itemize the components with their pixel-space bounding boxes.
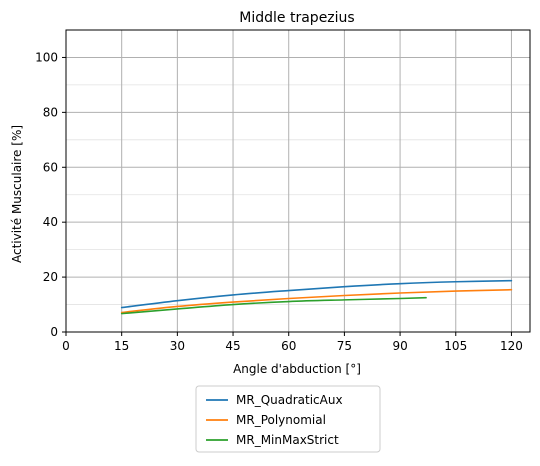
- x-tick-label: 75: [337, 339, 352, 353]
- legend-label: MR_MinMaxStrict: [236, 433, 339, 447]
- plot-frame: [65, 29, 531, 333]
- y-tick-label: 40: [43, 215, 58, 229]
- y-tick-label: 0: [50, 325, 58, 339]
- x-tick-label: 60: [281, 339, 296, 353]
- series-lines: [120, 279, 513, 315]
- y-tick-label: 20: [43, 270, 58, 284]
- x-tick-label: 0: [62, 339, 70, 353]
- x-axis-label: Angle d'abduction [°]: [233, 362, 361, 376]
- x-tick-label: 15: [114, 339, 129, 353]
- grid: [66, 30, 530, 332]
- legend-label: MR_QuadraticAux: [236, 393, 343, 407]
- series-line-mr-polynomial: [120, 288, 513, 314]
- legend-box: [195, 385, 381, 453]
- y-axis-label: Activité Musculaire [%]: [10, 125, 24, 263]
- legend-label: MR_Polynomial: [236, 413, 326, 427]
- x-axis-ticks: 0 15 30 45 60 75 90 105 120: [62, 332, 523, 353]
- y-tick-label: 60: [43, 160, 58, 174]
- y-tick-label: 80: [43, 105, 58, 119]
- x-tick-label: 30: [170, 339, 185, 353]
- series-line-mr-minmaxstrict: [120, 296, 427, 315]
- x-tick-label: 120: [500, 339, 523, 353]
- y-axis-ticks: 0 20 40 60 80 100: [35, 50, 66, 339]
- x-tick-label: 90: [392, 339, 407, 353]
- axes-frame: [65, 29, 531, 333]
- chart-title: Middle trapezius: [239, 10, 354, 26]
- legend: MR_QuadraticAux MR_Polynomial MR_MinMaxStr…: [195, 385, 381, 453]
- x-tick-label: 45: [225, 339, 240, 353]
- x-tick-label: 105: [444, 339, 467, 353]
- series-line-mr-quadraticaux: [120, 279, 513, 309]
- y-tick-label: 100: [35, 50, 58, 64]
